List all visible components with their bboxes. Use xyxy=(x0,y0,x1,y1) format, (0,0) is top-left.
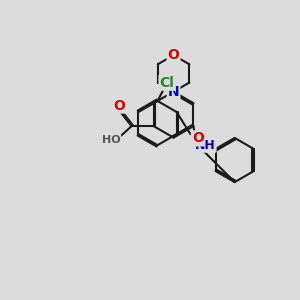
Text: O: O xyxy=(168,48,179,62)
Text: HO: HO xyxy=(102,135,120,145)
Text: O: O xyxy=(113,98,125,112)
Text: NH: NH xyxy=(195,139,216,152)
Text: N: N xyxy=(168,85,179,99)
Text: O: O xyxy=(192,131,204,146)
Text: Cl: Cl xyxy=(160,76,174,90)
